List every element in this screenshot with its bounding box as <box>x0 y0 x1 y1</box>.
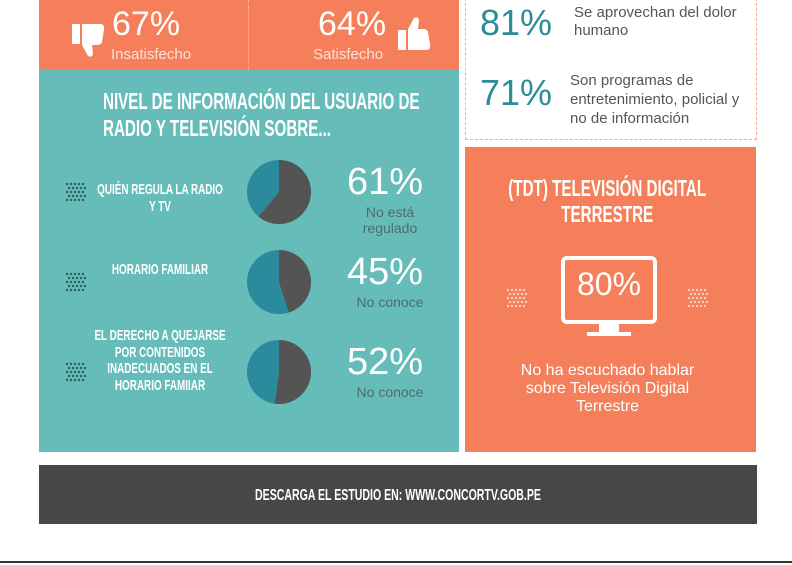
opinion-text: Se aprovechan del dolor humano <box>574 4 737 39</box>
tdt-percent: 80% <box>576 266 642 302</box>
item-percent: 45% <box>347 251 424 293</box>
pie-slice <box>279 250 311 313</box>
item-label: QUIÉN REGULA LA RADIO Y TV <box>97 181 223 215</box>
pie-slice <box>258 160 311 224</box>
thumbs-down-icon <box>72 24 105 57</box>
dots-icon <box>65 362 87 382</box>
pie <box>247 160 311 224</box>
tdt-panel <box>465 147 756 452</box>
opinion-box <box>465 0 757 140</box>
item-percent: 52% <box>347 341 424 383</box>
footer-bar <box>39 465 757 524</box>
item-label: HORARIO FAMILIAR <box>111 261 209 278</box>
pie <box>247 250 311 314</box>
percent: 71% <box>480 72 553 113</box>
tdt-title: (TDT) TELEVISIÓN DIGITAL TERRESTRE <box>508 175 707 227</box>
caption: Insatisfecho <box>111 46 192 63</box>
info-panel <box>39 70 459 452</box>
item-caption: No conoce <box>356 384 424 400</box>
monitor-icon <box>561 256 657 336</box>
item-percent: 61% <box>347 161 424 203</box>
item-label: EL DERECHO A QUEJARSE POR CONTENIDOS INA… <box>94 327 226 394</box>
divider <box>248 0 249 70</box>
tdt-text: No ha escuchado hablar sobre Televisión … <box>520 362 695 415</box>
dots-icon <box>65 182 87 202</box>
dots-icon <box>687 288 709 308</box>
thumbs-up-icon <box>398 17 431 50</box>
percent: 64% <box>318 5 387 43</box>
footer-text: DESCARGA EL ESTUDIO EN: WWW.CONCORTV.GOB… <box>255 487 541 504</box>
bottom-rule <box>0 561 792 563</box>
satisfaction-band <box>39 0 459 70</box>
info-title: NIVEL DE INFORMACIÓN DEL USUARIO DE RADI… <box>103 88 420 141</box>
dots-icon <box>506 288 528 308</box>
item-caption: No conoce <box>356 294 424 310</box>
percent: 67% <box>112 5 181 43</box>
percent: 81% <box>480 2 553 43</box>
pie <box>247 340 311 404</box>
caption: Satisfecho <box>313 46 384 63</box>
dots-icon <box>65 272 87 292</box>
pie-slice <box>274 340 311 404</box>
opinion-text: Son programas de entretenimiento, polici… <box>570 72 740 127</box>
item-caption: No está regulado <box>362 204 418 236</box>
